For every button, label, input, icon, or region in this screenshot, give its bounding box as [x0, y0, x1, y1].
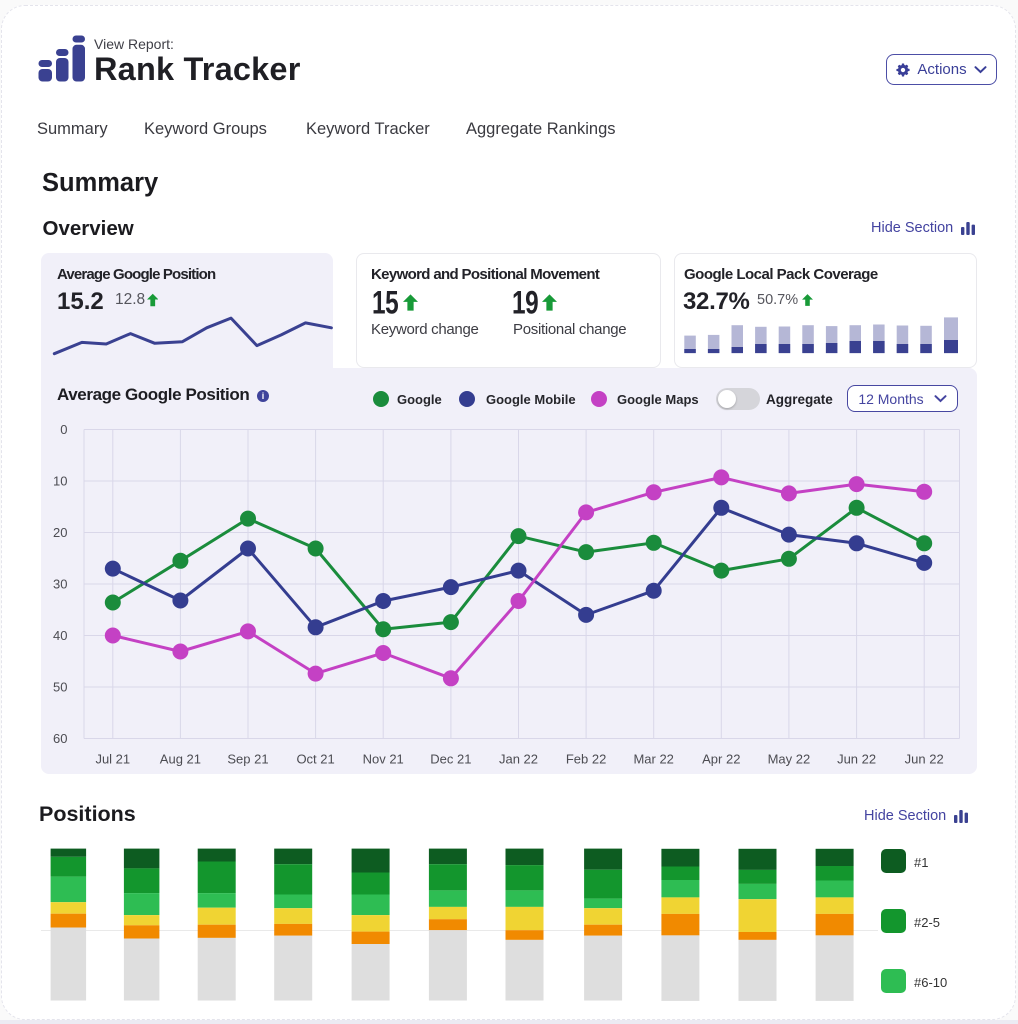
- svg-text:30: 30: [53, 577, 67, 592]
- svg-text:10: 10: [53, 474, 67, 489]
- svg-text:Nov 21: Nov 21: [363, 752, 404, 767]
- svg-text:50: 50: [53, 680, 67, 695]
- svg-text:0: 0: [60, 422, 67, 437]
- svg-text:40: 40: [53, 628, 67, 643]
- svg-text:Feb 22: Feb 22: [566, 752, 606, 767]
- svg-text:60: 60: [53, 731, 67, 746]
- svg-text:May 22: May 22: [768, 752, 811, 767]
- svg-text:20: 20: [53, 525, 67, 540]
- svg-text:Mar 22: Mar 22: [633, 752, 673, 767]
- svg-text:Jul 21: Jul 21: [95, 752, 130, 767]
- svg-text:Jun 22: Jun 22: [837, 752, 876, 767]
- svg-text:Sep 21: Sep 21: [227, 752, 268, 767]
- svg-text:Jan 22: Jan 22: [499, 752, 538, 767]
- svg-text:Apr 22: Apr 22: [702, 752, 740, 767]
- svg-text:Jun 22: Jun 22: [905, 752, 944, 767]
- svg-text:Dec 21: Dec 21: [430, 752, 471, 767]
- svg-text:Oct 21: Oct 21: [296, 752, 334, 767]
- svg-text:Aug 21: Aug 21: [160, 752, 201, 767]
